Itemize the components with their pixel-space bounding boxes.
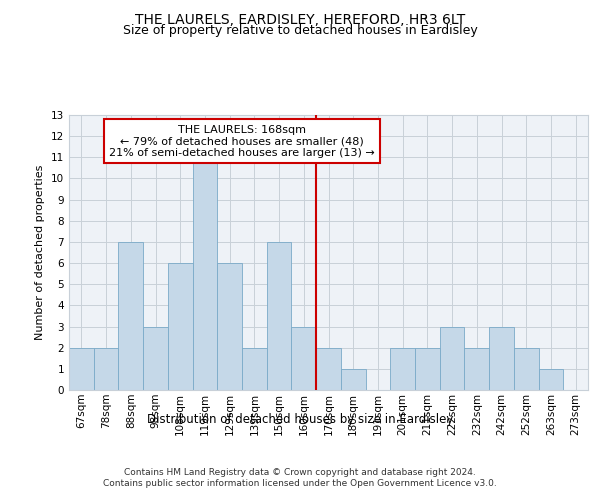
Bar [94,348,118,390]
Bar [118,242,143,390]
Text: THE LAURELS, EARDISLEY, HEREFORD, HR3 6LT: THE LAURELS, EARDISLEY, HEREFORD, HR3 6L… [135,12,465,26]
Bar [143,326,168,390]
Bar [217,263,242,390]
Bar [390,348,415,390]
Text: Contains HM Land Registry data © Crown copyright and database right 2024.
Contai: Contains HM Land Registry data © Crown c… [103,468,497,487]
Bar [341,369,365,390]
Y-axis label: Number of detached properties: Number of detached properties [35,165,46,340]
Bar [539,369,563,390]
Bar [489,326,514,390]
Text: THE LAURELS: 168sqm
← 79% of detached houses are smaller (48)
21% of semi-detach: THE LAURELS: 168sqm ← 79% of detached ho… [109,124,375,158]
Bar [514,348,539,390]
Bar [242,348,267,390]
Bar [415,348,440,390]
Bar [316,348,341,390]
Bar [193,158,217,390]
Bar [69,348,94,390]
Text: Size of property relative to detached houses in Eardisley: Size of property relative to detached ho… [122,24,478,37]
Text: Distribution of detached houses by size in Eardisley: Distribution of detached houses by size … [147,412,453,426]
Bar [440,326,464,390]
Bar [168,263,193,390]
Bar [292,326,316,390]
Bar [267,242,292,390]
Bar [464,348,489,390]
